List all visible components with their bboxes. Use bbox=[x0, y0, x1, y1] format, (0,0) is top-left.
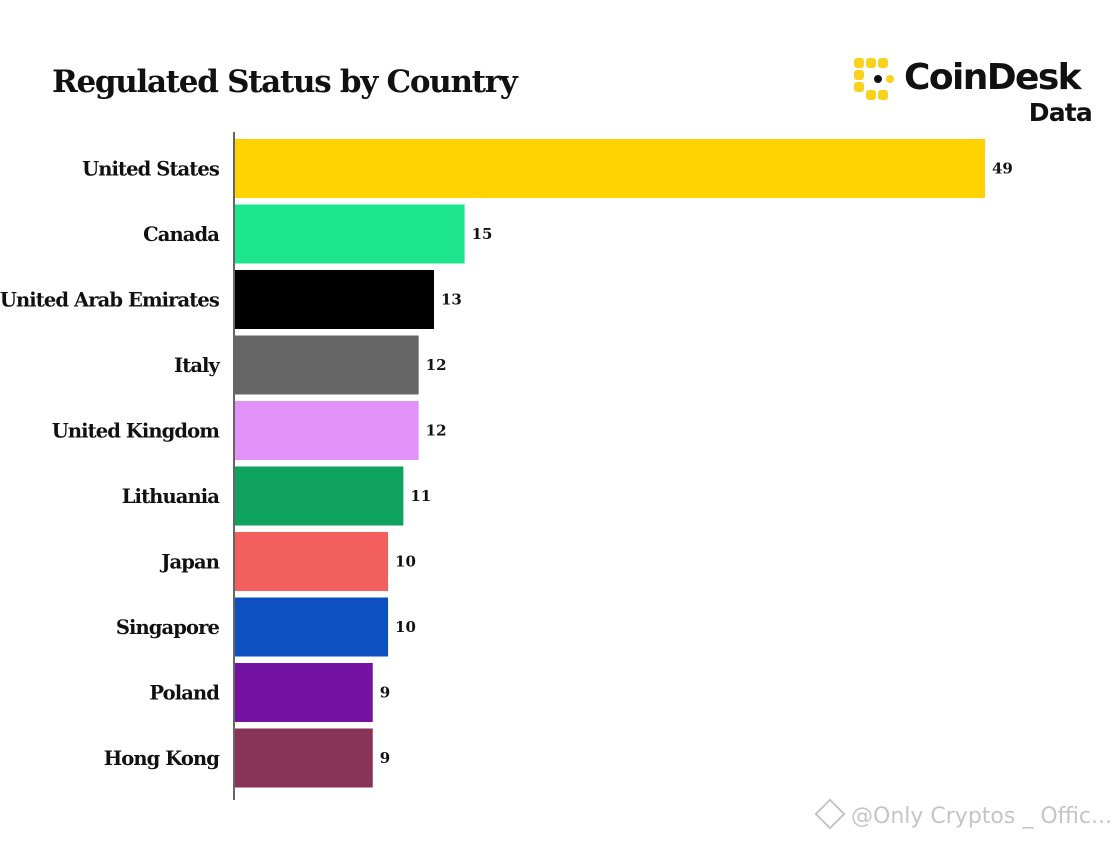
category-label-united-arab-emirates: United Arab Emirates bbox=[0, 289, 220, 312]
category-label-singapore: Singapore bbox=[116, 616, 220, 639]
watermark-text: @Only Cryptos _ Offic... bbox=[851, 804, 1112, 829]
category-label-japan: Japan bbox=[159, 551, 220, 574]
category-labels-group: United States Canada United Arab Emirates I… bbox=[0, 158, 221, 771]
value-label-singapore: 10 bbox=[395, 618, 416, 636]
bar-hong-kong bbox=[235, 728, 373, 788]
category-label-canada: Canada bbox=[143, 223, 220, 246]
bar-lithuania bbox=[235, 466, 404, 526]
coindesk-logo: CoinDesk Data bbox=[852, 54, 1102, 130]
value-label-united-states: 49 bbox=[992, 160, 1013, 178]
value-label-japan: 10 bbox=[395, 553, 416, 571]
bar-united-kingdom bbox=[235, 401, 419, 460]
bars-group bbox=[235, 139, 985, 788]
coindesk-wordmark: CoinDesk bbox=[904, 57, 1082, 98]
bar-united-arab-emirates bbox=[235, 270, 434, 329]
bar-poland bbox=[235, 663, 373, 722]
value-label-poland: 9 bbox=[380, 684, 390, 702]
category-label-lithuania: Lithuania bbox=[122, 485, 221, 508]
category-label-hong-kong: Hong Kong bbox=[104, 747, 221, 770]
watermark: @Only Cryptos _ Offic... bbox=[814, 798, 1112, 830]
bar-italy bbox=[235, 335, 419, 395]
category-label-italy: Italy bbox=[174, 354, 221, 377]
value-label-united-arab-emirates: 13 bbox=[441, 291, 462, 309]
bar-united-states bbox=[235, 139, 985, 198]
category-label-united-states: United States bbox=[82, 158, 220, 181]
bar-singapore bbox=[235, 597, 389, 657]
value-label-italy: 12 bbox=[426, 356, 447, 374]
value-label-hong-kong: 9 bbox=[380, 749, 390, 767]
binance-diamond-icon bbox=[814, 798, 846, 830]
value-labels-group: 49 15 13 12 12 11 10 10 9 9 bbox=[380, 160, 1013, 768]
chart-title: Regulated Status by Country bbox=[52, 64, 518, 100]
bar-japan bbox=[235, 532, 389, 591]
coindesk-data-label: Data bbox=[1028, 98, 1093, 127]
value-label-lithuania: 11 bbox=[410, 487, 431, 505]
bar-canada bbox=[235, 204, 465, 264]
category-label-united-kingdom: United Kingdom bbox=[52, 420, 221, 443]
coindesk-logo-icon bbox=[854, 58, 894, 100]
value-label-united-kingdom: 12 bbox=[426, 422, 447, 440]
value-label-canada: 15 bbox=[472, 225, 493, 243]
category-label-poland: Poland bbox=[149, 682, 220, 705]
